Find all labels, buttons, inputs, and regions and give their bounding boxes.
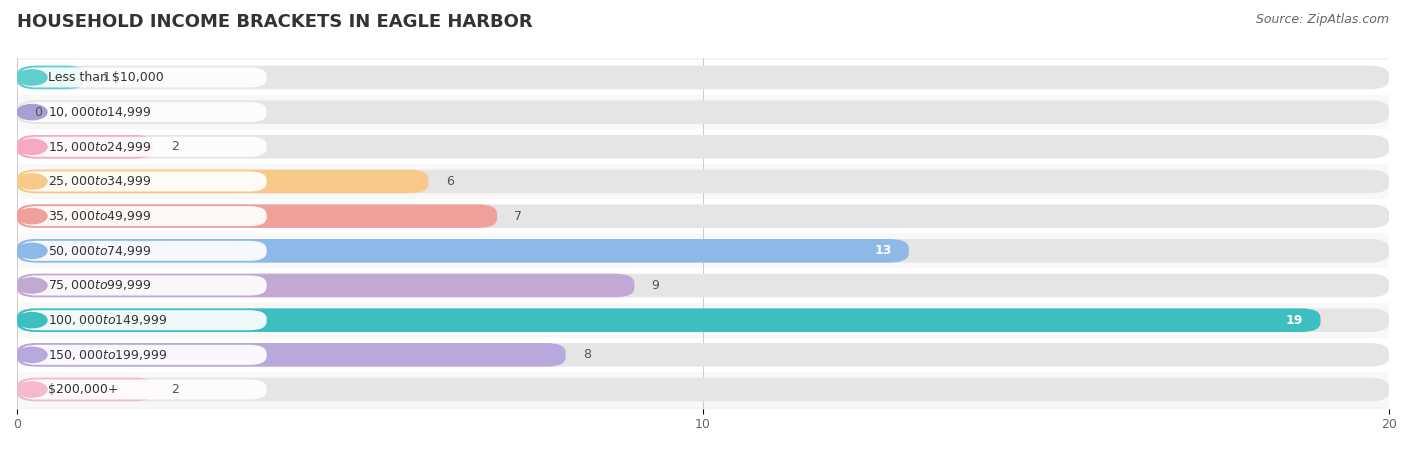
Circle shape — [17, 243, 46, 259]
FancyBboxPatch shape — [17, 66, 86, 89]
FancyBboxPatch shape — [20, 345, 267, 365]
Text: 2: 2 — [172, 383, 179, 396]
Text: $150,000 to $199,999: $150,000 to $199,999 — [48, 348, 167, 362]
Bar — [17, 233, 1389, 268]
Circle shape — [17, 313, 46, 328]
Bar — [17, 164, 1389, 199]
Circle shape — [17, 174, 46, 189]
Text: $15,000 to $24,999: $15,000 to $24,999 — [48, 140, 152, 154]
FancyBboxPatch shape — [17, 170, 429, 193]
Circle shape — [17, 105, 46, 120]
Text: $100,000 to $149,999: $100,000 to $149,999 — [48, 313, 167, 327]
Text: 1: 1 — [103, 71, 111, 84]
FancyBboxPatch shape — [17, 100, 1389, 124]
FancyBboxPatch shape — [17, 274, 1389, 297]
FancyBboxPatch shape — [17, 204, 1389, 228]
FancyBboxPatch shape — [20, 206, 267, 226]
Text: $200,000+: $200,000+ — [48, 383, 120, 396]
Circle shape — [17, 382, 46, 397]
Circle shape — [17, 139, 46, 154]
FancyBboxPatch shape — [20, 137, 267, 157]
Text: $35,000 to $49,999: $35,000 to $49,999 — [48, 209, 152, 223]
Bar — [17, 303, 1389, 338]
Text: $75,000 to $99,999: $75,000 to $99,999 — [48, 278, 152, 292]
FancyBboxPatch shape — [17, 135, 1389, 158]
FancyBboxPatch shape — [20, 276, 267, 295]
FancyBboxPatch shape — [20, 241, 267, 261]
FancyBboxPatch shape — [17, 378, 155, 401]
Text: 0: 0 — [34, 106, 42, 119]
Circle shape — [17, 208, 46, 224]
FancyBboxPatch shape — [17, 308, 1320, 332]
FancyBboxPatch shape — [20, 310, 267, 330]
FancyBboxPatch shape — [17, 239, 908, 263]
FancyBboxPatch shape — [20, 102, 267, 122]
FancyBboxPatch shape — [17, 343, 1389, 367]
FancyBboxPatch shape — [17, 274, 634, 297]
FancyBboxPatch shape — [17, 239, 1389, 263]
Text: 19: 19 — [1286, 314, 1303, 327]
Text: $10,000 to $14,999: $10,000 to $14,999 — [48, 105, 152, 119]
Text: $25,000 to $34,999: $25,000 to $34,999 — [48, 175, 152, 189]
Bar — [17, 129, 1389, 164]
Bar — [17, 95, 1389, 129]
FancyBboxPatch shape — [20, 172, 267, 191]
FancyBboxPatch shape — [17, 135, 155, 158]
FancyBboxPatch shape — [17, 308, 1389, 332]
FancyBboxPatch shape — [17, 343, 565, 367]
Text: 7: 7 — [515, 210, 522, 223]
Bar — [17, 199, 1389, 233]
FancyBboxPatch shape — [17, 66, 1389, 89]
Circle shape — [17, 70, 46, 85]
Circle shape — [17, 347, 46, 362]
FancyBboxPatch shape — [20, 67, 267, 88]
Text: $50,000 to $74,999: $50,000 to $74,999 — [48, 244, 152, 258]
Text: Source: ZipAtlas.com: Source: ZipAtlas.com — [1256, 13, 1389, 26]
Text: 8: 8 — [583, 348, 591, 361]
Bar — [17, 338, 1389, 372]
Text: 13: 13 — [875, 244, 891, 257]
Text: HOUSEHOLD INCOME BRACKETS IN EAGLE HARBOR: HOUSEHOLD INCOME BRACKETS IN EAGLE HARBO… — [17, 13, 533, 31]
FancyBboxPatch shape — [17, 378, 1389, 401]
Text: Less than $10,000: Less than $10,000 — [48, 71, 165, 84]
FancyBboxPatch shape — [17, 170, 1389, 193]
Text: 6: 6 — [446, 175, 454, 188]
Bar — [17, 372, 1389, 407]
Text: 9: 9 — [651, 279, 659, 292]
Bar — [17, 60, 1389, 95]
Bar — [17, 268, 1389, 303]
Text: 2: 2 — [172, 140, 179, 153]
FancyBboxPatch shape — [20, 379, 267, 400]
FancyBboxPatch shape — [17, 204, 498, 228]
Circle shape — [17, 278, 46, 293]
